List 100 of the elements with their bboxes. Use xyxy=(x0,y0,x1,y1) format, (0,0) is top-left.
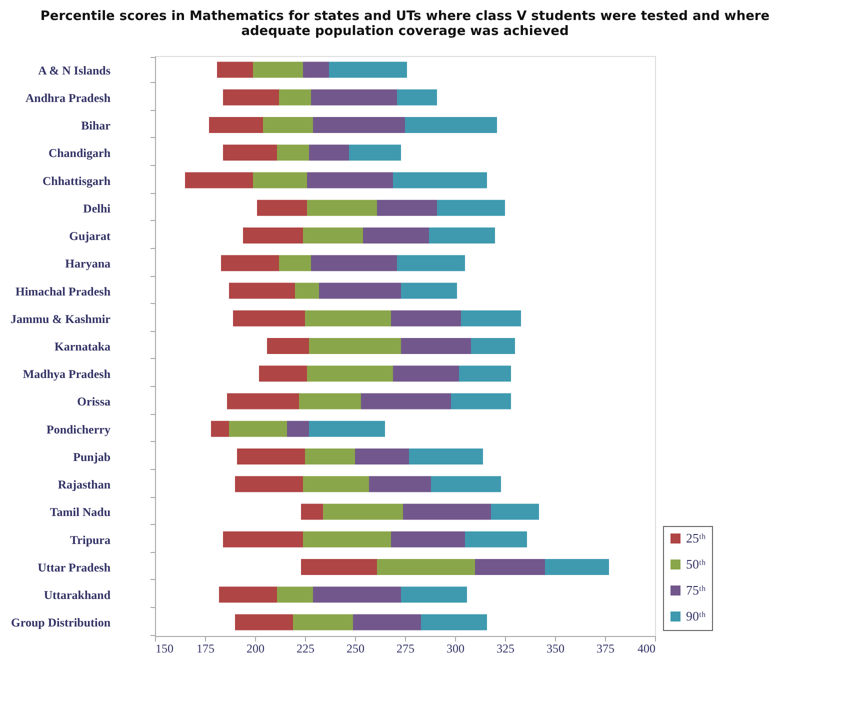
y-tick-label: Andhra Pradesh xyxy=(25,90,111,105)
bar xyxy=(303,228,363,244)
bar xyxy=(279,255,311,272)
bar xyxy=(313,586,401,603)
bar xyxy=(397,89,437,106)
y-tick-label: Chhattisgarh xyxy=(42,174,111,188)
bar xyxy=(391,531,465,548)
bar xyxy=(311,89,397,106)
bar xyxy=(309,144,349,161)
bar xyxy=(233,310,305,326)
bar xyxy=(303,476,369,492)
bar xyxy=(253,62,303,78)
bar xyxy=(403,504,491,520)
bar xyxy=(227,393,299,410)
legend-label: 50ᵗʰ xyxy=(686,556,706,572)
bar xyxy=(369,476,431,492)
bar xyxy=(475,558,545,575)
y-tick-label: Gujarat xyxy=(69,229,110,244)
bar xyxy=(461,310,521,326)
y-tick-label: Chandigarh xyxy=(48,146,111,160)
x-tick-label: 150 xyxy=(156,642,174,656)
y-tick-label: Haryana xyxy=(65,256,110,271)
y-tick-label: Bihar xyxy=(81,118,112,133)
bar xyxy=(301,504,323,520)
bar xyxy=(301,558,377,575)
bar xyxy=(229,282,295,299)
bar xyxy=(353,614,421,630)
bar xyxy=(277,144,309,161)
bar xyxy=(393,172,487,188)
text: Percentile scores in Mathematics for states and UTs where class V students were tested and where xyxy=(40,9,770,24)
bar xyxy=(329,62,407,78)
y-tick-label: Madhya Pradesh xyxy=(22,367,111,382)
bar xyxy=(429,228,495,244)
y-tick-label: Punjab xyxy=(73,450,111,464)
bar xyxy=(465,531,527,548)
bar xyxy=(219,586,277,603)
y-tick-label: Himachal Pradesh xyxy=(16,284,111,298)
bar xyxy=(323,504,403,520)
y-tick-label: Uttarakhand xyxy=(44,588,111,602)
x-tick-label: 200 xyxy=(246,642,264,656)
bar xyxy=(237,448,305,464)
bar xyxy=(243,228,303,244)
y-tick-label: Rajasthan xyxy=(58,478,111,492)
bar xyxy=(409,448,483,464)
bar xyxy=(377,200,437,216)
bar xyxy=(277,586,313,603)
bar xyxy=(307,366,393,382)
bar xyxy=(185,172,253,188)
bar xyxy=(293,614,353,630)
bar xyxy=(401,282,457,299)
legend-label: 25ᵗʰ xyxy=(686,530,706,546)
bar xyxy=(349,144,401,161)
x-tick-label: 375 xyxy=(596,642,614,656)
bar xyxy=(209,117,263,134)
bar xyxy=(235,614,293,630)
x-tick-label: 175 xyxy=(196,642,214,656)
bar xyxy=(401,586,467,603)
y-tick-label: Jammu & Kashmir xyxy=(10,312,112,326)
bar xyxy=(437,200,505,216)
bar xyxy=(223,144,277,161)
bar xyxy=(421,614,487,630)
bar xyxy=(397,255,465,272)
bar xyxy=(451,393,511,410)
bar xyxy=(309,338,401,354)
bar xyxy=(391,310,461,326)
bar xyxy=(223,89,279,106)
bar xyxy=(305,310,391,326)
bar xyxy=(309,420,385,437)
bar xyxy=(311,255,397,272)
bar xyxy=(471,338,515,354)
bar xyxy=(431,476,501,492)
bar xyxy=(303,531,391,548)
bar xyxy=(217,62,253,78)
x-tick-label: 325 xyxy=(496,642,514,656)
bar xyxy=(253,172,307,188)
bar xyxy=(459,366,511,382)
bar xyxy=(491,504,539,520)
y-tick-label: Tamil Nadu xyxy=(50,505,111,520)
bar xyxy=(267,338,309,354)
bar xyxy=(401,338,471,354)
y-tick-label: A & N Islands xyxy=(38,63,111,78)
bar xyxy=(223,531,303,548)
bar xyxy=(307,172,393,188)
bar xyxy=(355,448,409,464)
x-tick-label: 350 xyxy=(546,642,564,656)
bar xyxy=(299,393,361,410)
x-tick-label: 225 xyxy=(296,642,314,656)
bar xyxy=(221,255,279,272)
bar xyxy=(211,420,229,437)
y-tick-label: Group Distribution xyxy=(11,616,111,630)
bar xyxy=(361,393,451,410)
bar xyxy=(287,420,309,437)
legend-label: 90ᵗʰ xyxy=(686,608,706,624)
legend-label: 75ᵗʰ xyxy=(686,582,706,598)
x-tick-label: 300 xyxy=(446,642,464,656)
y-tick-label: Orissa xyxy=(77,394,110,409)
bar xyxy=(393,366,459,382)
bar xyxy=(313,117,405,134)
y-tick-label: Karnataka xyxy=(54,340,110,354)
bar xyxy=(257,200,307,216)
